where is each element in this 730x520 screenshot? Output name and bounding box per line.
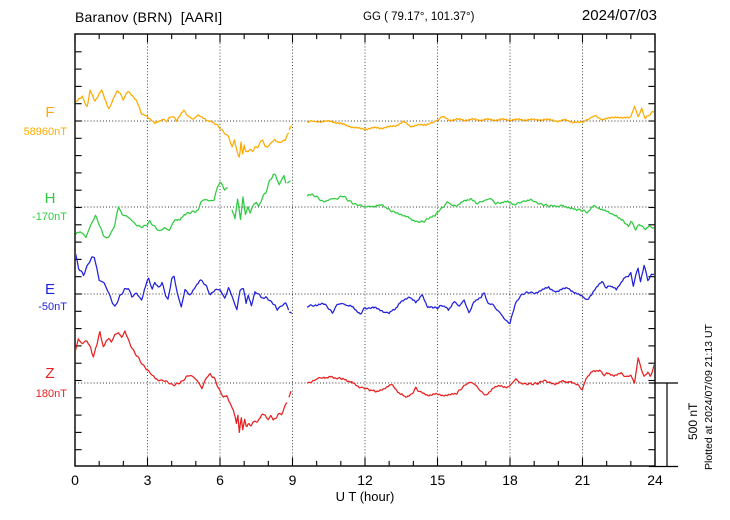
- gridlines: [75, 34, 655, 466]
- channel-basevalue-E: -50nT: [38, 301, 67, 313]
- x-tick-label-0: 0: [71, 472, 79, 488]
- x-tick-label-15: 15: [430, 472, 446, 488]
- observation-date: 2024/07/03: [581, 7, 657, 24]
- gg-coordinates: GG ( 79.17°, 101.37°): [363, 11, 475, 23]
- channel-letter-F: F: [45, 104, 55, 121]
- channel-basevalue-H: -170nT: [32, 211, 67, 223]
- traces: [76, 89, 654, 434]
- x-tick-label-18: 18: [502, 472, 518, 488]
- x-tick-labels: 0 3 6 9 12 15 18 21 24: [71, 472, 663, 488]
- channel-letter-E: E: [44, 281, 55, 298]
- trace-Z: [76, 330, 654, 434]
- scale-bar: [649, 382, 678, 468]
- x-tick-label-9: 9: [289, 472, 297, 488]
- station-title: Baranov (BRN) [AARI]: [75, 9, 223, 25]
- trace-H: [76, 173, 654, 239]
- plot-frame: [74, 33, 656, 467]
- channel-letter-Z: Z: [45, 365, 55, 382]
- trace-F: [76, 89, 654, 158]
- channel-basevalue-F: 58960nT: [23, 126, 67, 138]
- x-axis-label: U T (hour): [335, 489, 395, 504]
- plotted-at-note: Plotted at 2024/07/09 21:13 UT: [703, 324, 715, 470]
- x-tick-label-3: 3: [144, 472, 152, 488]
- channel-letter-H: H: [44, 190, 56, 207]
- axis-ticks: [74, 34, 656, 466]
- x-tick-label-6: 6: [216, 472, 224, 488]
- x-tick-label-21: 21: [575, 472, 591, 488]
- x-tick-label-24: 24: [647, 472, 663, 488]
- trace-E: [76, 252, 654, 325]
- scale-bar-label: 500 nT: [686, 402, 700, 440]
- x-tick-label-12: 12: [357, 472, 373, 488]
- channel-basevalue-Z: 180nT: [35, 388, 67, 400]
